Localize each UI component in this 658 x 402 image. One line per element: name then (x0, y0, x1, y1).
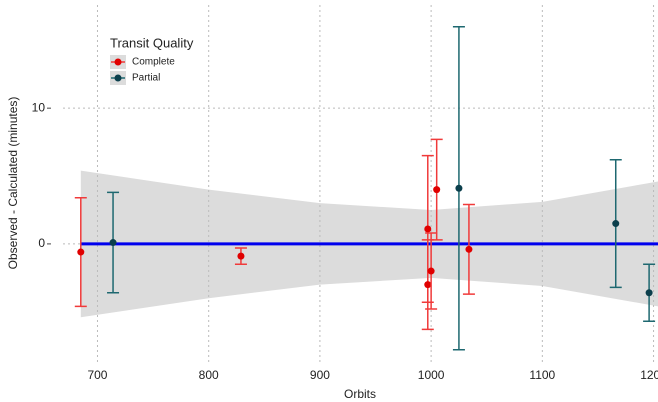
y-axis-label: Observed - Calculated (minutes) (6, 97, 20, 270)
legend-label: Complete (132, 57, 175, 68)
point (433, 186, 441, 194)
point (465, 245, 473, 253)
legend-key (114, 74, 122, 82)
x-tick-label: 1100 (529, 368, 555, 382)
point (237, 252, 245, 260)
y-tick-label: 0 (38, 236, 45, 250)
x-tick-label: 900 (310, 368, 330, 382)
legend-title: Transit Quality (110, 35, 194, 50)
point (645, 289, 653, 297)
point (424, 225, 432, 233)
x-axis-label: Orbits (344, 387, 376, 401)
point (77, 248, 85, 256)
legend-key (114, 58, 122, 66)
point (455, 184, 463, 192)
x-tick-label: 700 (87, 368, 107, 382)
point (109, 239, 117, 247)
point (424, 281, 432, 289)
point (612, 220, 620, 228)
x-tick-label: 800 (199, 368, 219, 382)
y-tick-label: 10 (32, 100, 46, 114)
legend-label: Partial (132, 73, 160, 84)
point (427, 267, 435, 275)
x-tick-label: 1000 (418, 368, 445, 382)
